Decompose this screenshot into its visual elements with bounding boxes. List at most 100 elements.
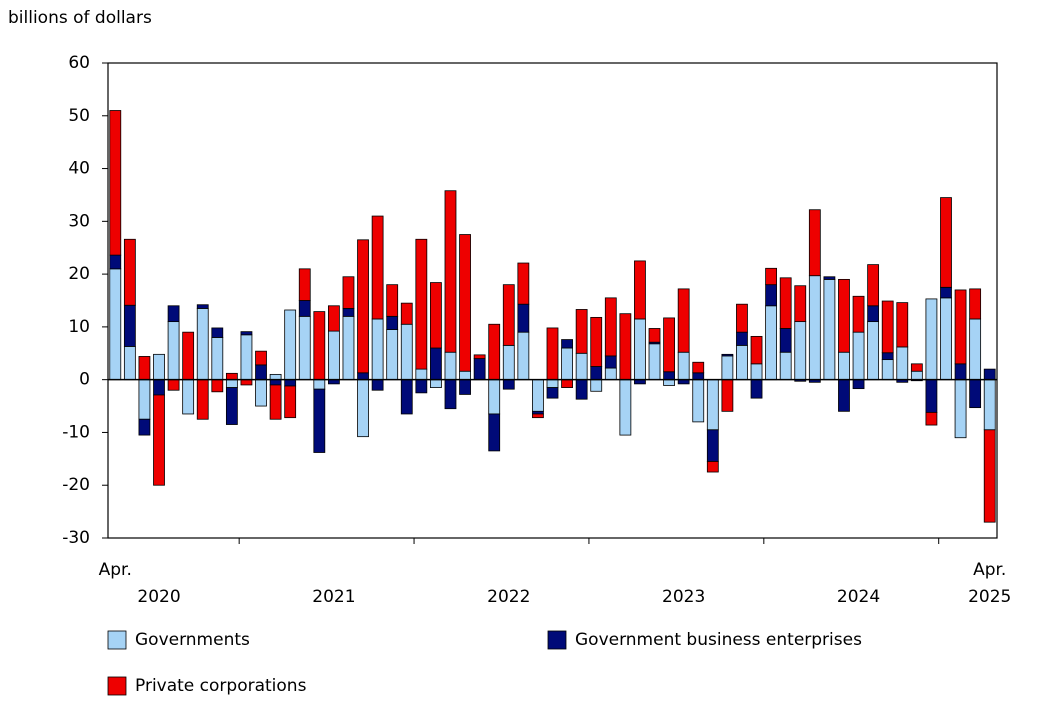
- bar-segment: [604, 367, 617, 381]
- bar-segment: [488, 379, 501, 415]
- bar-segment: [123, 346, 136, 381]
- year-label: 2020: [137, 587, 180, 607]
- y-tick-label: 20: [68, 264, 90, 284]
- bar-segment: [196, 304, 209, 309]
- bar-segment: [153, 394, 165, 486]
- bar-segment: [284, 379, 297, 387]
- year-label: 2022: [487, 587, 530, 607]
- bar-segment: [517, 303, 530, 333]
- bar-segment: [896, 346, 909, 381]
- bar-segment: [459, 379, 471, 395]
- bar-segment: [284, 309, 297, 381]
- bar-segment: [721, 379, 734, 412]
- bar-segment: [167, 379, 180, 391]
- bar-segment: [604, 297, 617, 357]
- bar-segment: [721, 353, 734, 357]
- bar-segment: [969, 288, 982, 320]
- bar-segment: [255, 364, 267, 381]
- bar-segment: [692, 372, 705, 381]
- bar-segment: [167, 321, 180, 381]
- bar-segment: [663, 371, 675, 381]
- bar-segment: [444, 379, 457, 410]
- bar-segment: [400, 379, 413, 415]
- bar-segment: [211, 379, 224, 393]
- bar-segment: [182, 379, 195, 415]
- bar-segment: [459, 234, 471, 372]
- bar-segment: [327, 330, 340, 381]
- bar-segment: [910, 363, 923, 372]
- bar-segment: [954, 289, 967, 365]
- bar-segment: [838, 278, 850, 353]
- bar-segment: [867, 305, 880, 323]
- bar-segment: [590, 379, 603, 392]
- bar-segment: [765, 284, 778, 307]
- x-tick-label: Apr.: [99, 560, 132, 580]
- bar-segment: [736, 303, 748, 333]
- bar-segment: [211, 327, 224, 338]
- bar-segment: [692, 361, 705, 374]
- bar-segment: [415, 238, 428, 370]
- bar-segment: [954, 379, 967, 439]
- bar-segment: [750, 379, 763, 399]
- bar-segment: [750, 335, 763, 365]
- bar-segment: [823, 278, 836, 381]
- bar-segment: [940, 297, 952, 381]
- bar-segment: [765, 267, 778, 286]
- bar-segment: [983, 368, 996, 381]
- legend-label: Government business enterprises: [575, 630, 862, 650]
- bar-segment: [400, 302, 413, 325]
- bar-segment: [648, 328, 661, 343]
- bar-segment: [590, 316, 603, 367]
- bar-segment: [575, 309, 588, 354]
- bar-segment: [255, 350, 267, 366]
- bar-segment: [852, 295, 865, 333]
- bar-segment: [400, 323, 413, 381]
- bar-segment: [750, 363, 763, 381]
- bar-segment: [852, 331, 865, 381]
- bar-segment: [736, 331, 748, 346]
- bar-segment: [546, 387, 559, 399]
- bar-segment: [867, 321, 880, 381]
- bar-segment: [561, 379, 573, 388]
- bar-segment: [575, 379, 588, 400]
- bar-segment: [925, 379, 938, 413]
- bar-segment: [561, 347, 573, 381]
- bar-segment: [240, 379, 253, 386]
- bar-segment: [284, 385, 297, 419]
- bar-segment: [619, 379, 632, 436]
- y-tick-label: -20: [62, 475, 90, 495]
- bar-segment: [123, 238, 136, 306]
- year-label: 2023: [662, 587, 705, 607]
- legend-swatch: [107, 676, 127, 696]
- bar-segment: [765, 305, 778, 381]
- bar-segment: [313, 311, 326, 381]
- plot-frame: [107, 62, 998, 539]
- bar-segment: [706, 429, 719, 462]
- bar-segment: [954, 363, 967, 381]
- bar-segment: [298, 300, 311, 317]
- y-tick-label: 0: [79, 370, 90, 390]
- bar-segment: [327, 305, 340, 332]
- bar-segment: [969, 379, 982, 409]
- bar-segment: [502, 344, 515, 381]
- bar-segment: [677, 351, 690, 381]
- bar-segment: [357, 239, 369, 374]
- bar-segment: [342, 308, 355, 317]
- bar-segment: [473, 354, 486, 359]
- bar-segment: [488, 323, 501, 381]
- bar-segment: [313, 379, 326, 390]
- bar-segment: [867, 264, 880, 307]
- bar-segment: [211, 337, 224, 381]
- bar-segment: [634, 318, 646, 381]
- bar-segment: [910, 370, 923, 381]
- bar-segment: [269, 373, 282, 381]
- bar-segment: [794, 321, 807, 381]
- y-tick-label: 60: [68, 53, 90, 73]
- bar-segment: [371, 318, 384, 381]
- bar-segment: [109, 268, 122, 381]
- bar-segment: [225, 379, 238, 388]
- bar-segment: [225, 372, 238, 381]
- bar-segment: [488, 413, 501, 452]
- bar-segment: [532, 413, 544, 419]
- bar-segment: [823, 276, 836, 280]
